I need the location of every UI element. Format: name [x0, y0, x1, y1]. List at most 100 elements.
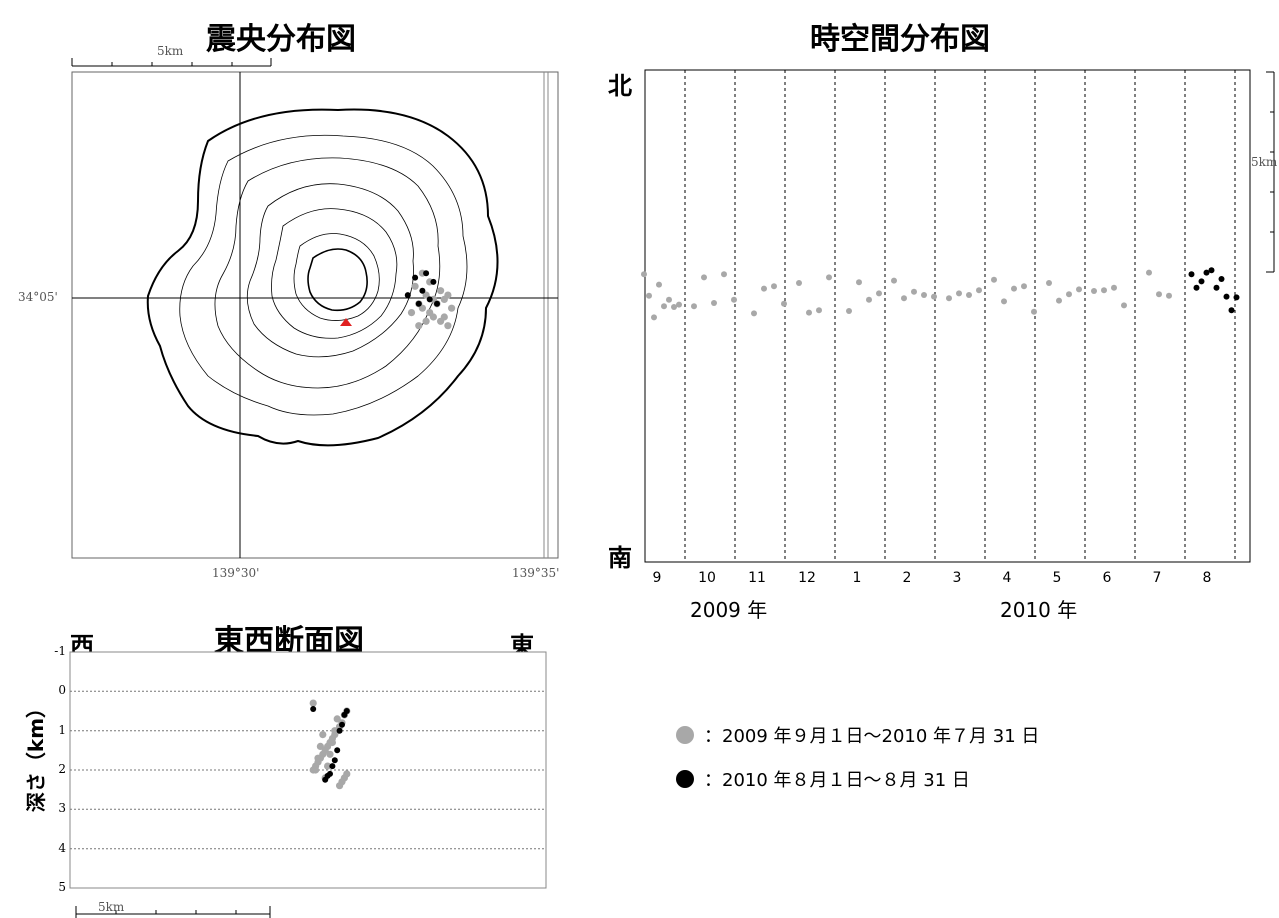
time-space-point [911, 288, 917, 295]
month-tick-label: 3 [952, 570, 962, 586]
contour-line [214, 157, 441, 389]
depth-tick-label: 3 [58, 801, 66, 816]
time-space-point [1223, 293, 1230, 300]
time-space-point [991, 276, 997, 283]
time-space-point [651, 314, 657, 321]
time-space-point [761, 285, 767, 292]
time-space-point [1091, 288, 1097, 294]
cross-section-scale-bar [75, 906, 271, 918]
cross-section-point [328, 738, 336, 747]
time-space-point [846, 308, 852, 314]
time-space-point [731, 296, 737, 303]
time-space-point [781, 300, 787, 307]
epicenter-point [448, 304, 456, 312]
time-space-point [826, 274, 832, 281]
depth-tick-label: 5 [58, 880, 66, 894]
epicenter-point [407, 309, 416, 317]
month-tick-label: 6 [1102, 570, 1112, 586]
time-space-point [711, 300, 717, 306]
cross-section-point [331, 757, 338, 764]
month-tick-label: 2 [902, 570, 912, 586]
time-space-point [1066, 291, 1072, 298]
time-space-point [721, 271, 727, 278]
cross-section-point [336, 782, 344, 790]
epicenter-points-black [404, 270, 440, 307]
time-space-point [1146, 269, 1152, 276]
time-space-point [691, 303, 697, 310]
depth-tick-label: -1 [54, 644, 66, 658]
time-space-point [671, 304, 677, 310]
time-space-points-black [1188, 267, 1240, 314]
month-tick-label: 9 [652, 570, 662, 586]
time-space-point [866, 296, 872, 303]
contour-line [271, 208, 398, 339]
epicenter-point [415, 322, 423, 330]
epicenter-point [434, 300, 440, 307]
time-space-point [656, 281, 662, 288]
time-space-point [1056, 297, 1062, 304]
cross-section-point [314, 754, 322, 762]
epicenter-point [437, 317, 445, 325]
summit-crater-marker [340, 318, 352, 326]
epicenter-map [71, 58, 559, 559]
time-space-chart [641, 69, 1275, 563]
time-space-point [1001, 298, 1007, 305]
cross-section-point [324, 762, 332, 770]
time-space-point [661, 303, 667, 310]
legend-gray: ：2009 年９月１日～2010 年７月 31 日 [676, 722, 1039, 748]
time-space-point [946, 295, 952, 302]
epicenter-point [419, 287, 426, 294]
epicenter-point [426, 296, 433, 303]
cross-section-point [336, 727, 343, 734]
time-space-point [1021, 283, 1027, 290]
time-space-point [1218, 276, 1225, 282]
time-space-point [796, 280, 802, 286]
time-space-point [891, 277, 897, 284]
legend-gray-dot [676, 726, 694, 744]
time-space-point [1076, 286, 1082, 293]
time-space-point [1111, 284, 1117, 291]
depth-tick-label: 1 [58, 722, 66, 737]
epicenter-map-scale-bar [71, 58, 272, 67]
legend-black-dot [676, 770, 694, 788]
epicenter-point [422, 317, 430, 325]
time-space-point [901, 295, 907, 302]
time-space-points-gray [641, 269, 1172, 321]
month-tick-label: 5 [1052, 570, 1062, 586]
contour-line [179, 134, 468, 416]
cross-section-point [310, 706, 317, 712]
cross-section-point [309, 699, 317, 707]
month-tick-label: 12 [798, 570, 816, 586]
time-space-point [931, 293, 937, 300]
time-space-point [1198, 278, 1205, 285]
cross-section-point [333, 715, 341, 723]
cross-section-point [316, 742, 324, 750]
epicenter-point [404, 292, 411, 299]
time-space-point [966, 292, 972, 298]
time-space-point [771, 283, 777, 290]
time-space-scale-bar [1266, 71, 1275, 273]
time-space-point [876, 290, 882, 297]
cross-section-point [331, 727, 339, 735]
depth-tick-label: 2 [58, 762, 66, 776]
time-space-year-2010: 2010 年 [1000, 598, 1078, 622]
time-space-point [976, 287, 982, 294]
time-space-point [1208, 267, 1215, 274]
time-space-south-label: 南 [608, 544, 632, 572]
contour-line [246, 183, 414, 358]
time-space-title: 時空間分布図 [810, 22, 990, 57]
island-coastline [146, 108, 499, 447]
time-space-point [666, 296, 672, 303]
time-space-year-2009: 2009 年 [690, 598, 768, 622]
time-space-point [956, 290, 962, 297]
time-space-point [1121, 302, 1127, 309]
epicenter-map-scale-label: 5km [157, 44, 184, 58]
epicenter-point [444, 322, 452, 330]
month-tick-label: 11 [748, 570, 766, 586]
epicenter-point [418, 304, 426, 312]
time-space-point [641, 271, 647, 278]
epicenter-point [411, 282, 419, 290]
epicenter-point [429, 313, 437, 321]
time-space-point [701, 274, 707, 281]
time-space-point [1011, 285, 1017, 292]
